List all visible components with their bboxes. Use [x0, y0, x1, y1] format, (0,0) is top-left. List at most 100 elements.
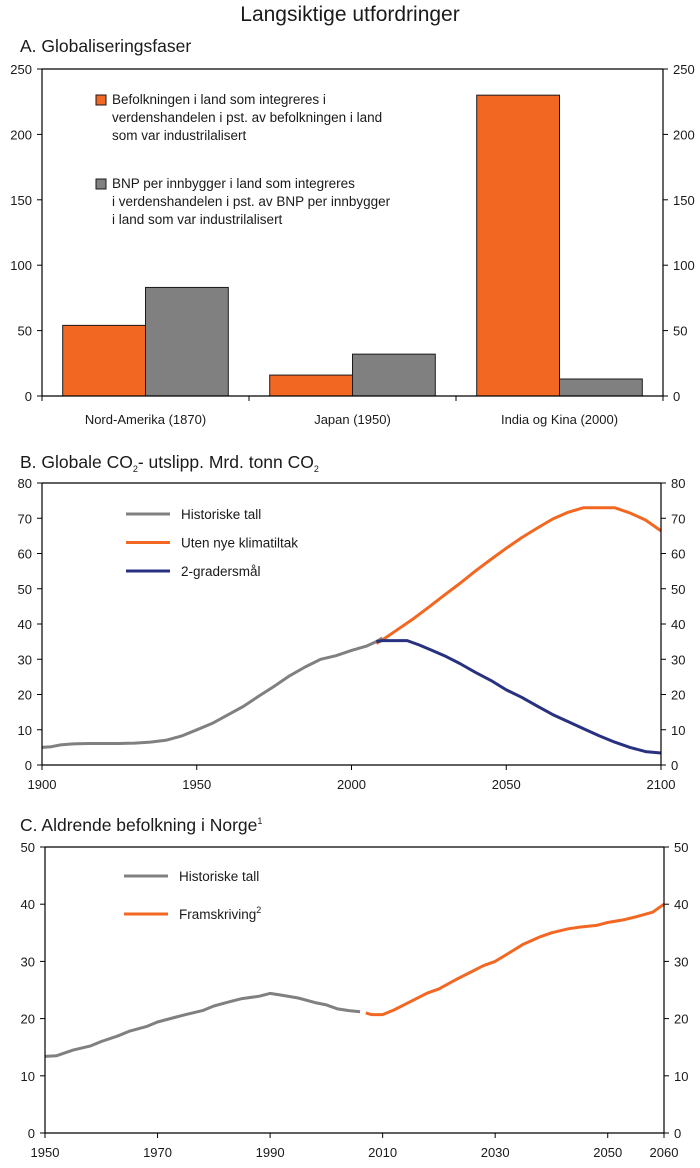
y-tick-label-right: 20	[674, 1012, 688, 1027]
y-tick-label-left: 100	[10, 258, 32, 273]
x-tick-label: 2000	[337, 777, 366, 792]
bar-bnp-2	[352, 353, 436, 397]
y-tick-label-right: 200	[673, 127, 695, 142]
panel-c-title-text: C. Aldrende befolkning i Norge	[20, 815, 257, 835]
bar-bnp-1	[145, 286, 229, 397]
series-line-historiske-tall	[44, 991, 361, 1058]
x-tick-label: 1990	[256, 1145, 285, 1160]
y-tick-label-left: 200	[10, 127, 32, 142]
y-tick-label-right: 10	[671, 723, 685, 738]
legend-label-1-line-3: som var industrilalisert	[112, 128, 247, 143]
y-tick-label-right: 40	[674, 897, 688, 912]
bar-befolkning-1	[62, 324, 147, 397]
y-tick-label-left: 30	[18, 652, 32, 667]
series-line-uten-nye-klimatiltak	[375, 506, 662, 645]
x-tick-label: 2050	[593, 1145, 622, 1160]
legend-label-sup: 2	[256, 905, 261, 915]
panel-b-title-sub2: 2	[314, 464, 319, 474]
y-tick-label-left: 30	[21, 954, 35, 969]
y-tick-label-left: 10	[21, 1069, 35, 1084]
legend-swatch-2	[95, 178, 107, 190]
legend-swatch-1	[95, 94, 107, 106]
bar-bnp-3	[559, 378, 643, 397]
panel-b-title-part2: - utslipp. Mrd. tonn CO	[138, 452, 314, 472]
y-tick-label-left: 50	[18, 324, 32, 339]
legend-label-2: Uten nye klimatiltak	[181, 536, 298, 551]
y-tick-label-right: 70	[671, 511, 685, 526]
y-tick-label-left: 50	[21, 840, 35, 855]
panel-c-lines	[44, 902, 665, 1058]
x-tick-label: 2100	[647, 777, 676, 792]
x-category-label: India og Kina (2000)	[501, 412, 618, 427]
y-tick-label-left: 150	[10, 193, 32, 208]
panel-b-title-part1: B. Globale CO	[20, 452, 133, 472]
y-tick-label-left: 0	[25, 389, 32, 404]
panel-c-title: C. Aldrende befolkning i Norge1	[20, 815, 262, 835]
legend-label-1: Historiske tall	[179, 869, 259, 884]
y-tick-label-right: 100	[673, 258, 695, 273]
x-tick-label: 2060	[650, 1145, 679, 1160]
y-tick-label-left: 80	[18, 476, 32, 491]
panel-a-title: A. Globaliseringsfaser	[20, 36, 191, 56]
panel-b-line-chart: B. Globale CO2- utslipp. Mrd. tonn CO2 0…	[18, 452, 686, 792]
panel-c-title-sup: 1	[257, 816, 262, 826]
y-tick-label-right: 250	[673, 62, 695, 77]
panel-a-bars	[62, 94, 643, 397]
y-tick-label-right: 50	[671, 582, 685, 597]
y-tick-label-right: 50	[673, 324, 687, 339]
y-tick-label-left: 60	[18, 547, 32, 562]
y-tick-label-left: 250	[10, 62, 32, 77]
panel-a-axes: 0 0 50 50 100 100 150 150 200 200 250 250 Nord-Ameri…	[10, 62, 694, 427]
figure-title: Langsiktige utfordringer	[240, 3, 459, 26]
legend-label-2-line-2: i verdenshandelen i pst. av BNP per innb…	[112, 194, 391, 209]
panel-b-legend: Historiske tall Uten nye klimatiltak 2-gra…	[126, 507, 298, 579]
x-tick-label: 2050	[492, 777, 521, 792]
legend-label-2-line-3: i land som var industrilalisert	[112, 212, 283, 227]
y-tick-label-left: 0	[25, 758, 32, 773]
legend-label-1-line-1: Befolkningen i land som integreres i	[112, 92, 326, 107]
panel-b-title: B. Globale CO2- utslipp. Mrd. tonn CO2	[20, 452, 319, 474]
y-tick-label-right: 40	[671, 617, 685, 632]
legend-label-2-line-1: BNP per innbygger i land som integreres	[112, 176, 355, 191]
y-tick-label-left: 20	[21, 1012, 35, 1027]
panel-b-axes: 0 0 10 10 20 20 30 30 40 40 50 50 60 60 70 70 80 80 1900 19…	[18, 476, 686, 792]
panel-c-line-chart: C. Aldrende befolkning i Norge1 0 0 10 10 20…	[20, 815, 688, 1160]
y-tick-label-right: 20	[671, 688, 685, 703]
y-tick-label-right: 0	[674, 1126, 681, 1141]
x-category-label: Nord-Amerika (1870)	[85, 412, 206, 427]
legend-label-2: Framskriving2	[179, 905, 261, 922]
y-tick-label-left: 40	[21, 897, 35, 912]
x-tick-label: 2010	[368, 1145, 397, 1160]
x-tick-label: 1970	[143, 1145, 172, 1160]
x-tick-label: 1950	[182, 777, 211, 792]
panel-b-title-sub1: 2	[133, 464, 138, 474]
y-tick-label-right: 30	[671, 652, 685, 667]
y-tick-label-right: 0	[673, 389, 680, 404]
x-category-label: Japan (1950)	[314, 412, 391, 427]
y-tick-label-left: 20	[18, 688, 32, 703]
legend-label-1-line-2: verdenshandelen i pst. av befolkningen i…	[112, 110, 382, 125]
panel-b-lines	[41, 506, 662, 755]
y-tick-label-right: 60	[671, 547, 685, 562]
bar-befolkning-2	[269, 374, 354, 397]
y-tick-label-left: 10	[18, 723, 32, 738]
panel-a-bar-chart: A. Globaliseringsfaser 0 0 50 50 100 100 150 15…	[10, 36, 694, 427]
x-tick-label: 2030	[481, 1145, 510, 1160]
series-line-historiske-tall	[41, 636, 384, 749]
y-tick-label-right: 30	[674, 954, 688, 969]
y-tick-label-left: 0	[28, 1126, 35, 1141]
y-tick-label-right: 50	[674, 840, 688, 855]
y-tick-label-right: 0	[671, 758, 678, 773]
legend-label-3: 2-gradersmål	[181, 564, 261, 579]
panel-a-legend: Befolkningen i land som integreres i verd…	[95, 92, 391, 227]
panel-c-legend: Historiske tall Framskriving2	[124, 869, 261, 922]
series-line-framskriving	[365, 902, 665, 1017]
legend-label-1: Historiske tall	[181, 507, 261, 522]
y-tick-label-left: 50	[18, 582, 32, 597]
y-tick-label-right: 10	[674, 1069, 688, 1084]
y-tick-label-left: 70	[18, 511, 32, 526]
x-tick-label: 1950	[31, 1145, 60, 1160]
y-tick-label-right: 150	[673, 193, 695, 208]
y-tick-label-left: 40	[18, 617, 32, 632]
